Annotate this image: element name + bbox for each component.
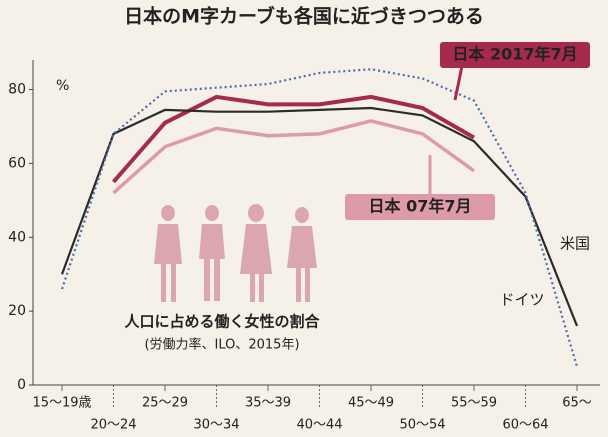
x-tick-label: 45～49 — [348, 396, 394, 411]
y-tick-label: 60 — [8, 155, 26, 171]
x-tick-label: 40～44 — [296, 418, 342, 433]
y-tick-label: 40 — [8, 229, 26, 245]
x-tick-label: 15～19歳 — [32, 396, 91, 411]
source: (労働力率、ILO、2015年) — [144, 337, 299, 353]
series-line — [60, 68, 579, 367]
x-tick-label: 20～24 — [90, 418, 136, 433]
series-line — [112, 119, 476, 195]
y-tick-label: 80 — [8, 82, 26, 98]
silhouettes — [154, 204, 317, 302]
label-box — [440, 42, 590, 68]
series-label: 米国 — [560, 235, 590, 253]
x-tick-label: 65～ — [562, 396, 592, 411]
y-tick-label: 20 — [8, 303, 26, 319]
x-tick-label: 25～29 — [142, 396, 188, 411]
x-tick-label: 30～34 — [193, 418, 239, 433]
series-label: ドイツ — [499, 291, 544, 309]
series-label: 日本 2017年7月 — [452, 45, 577, 64]
series-line — [60, 106, 579, 327]
x-tick-label: 50～54 — [399, 418, 445, 433]
label-box — [345, 194, 495, 220]
y-unit: % — [56, 78, 69, 94]
chart-title: 日本のM字カーブも各国に近づきつつある — [124, 5, 484, 28]
x-tick-label: 60～64 — [502, 418, 548, 433]
annotation: 人口に占める働く女性の割合 — [124, 313, 320, 331]
label-pointer — [453, 65, 464, 101]
x-tick-label: 55～59 — [451, 396, 497, 411]
x-tick-label: 35～39 — [245, 396, 291, 411]
series-label: 日本 07年7月 — [369, 197, 472, 216]
y-tick-label: 0 — [17, 377, 26, 393]
series-line — [111, 94, 475, 184]
